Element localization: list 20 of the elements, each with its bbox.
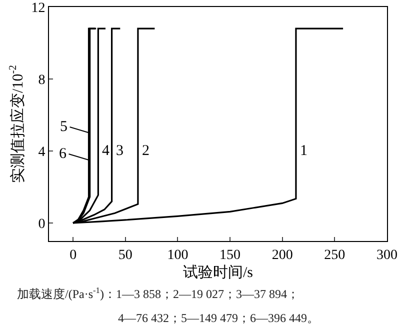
x-tick-label: 250 (324, 248, 346, 263)
x-tick-label: 0 (70, 248, 77, 263)
x-tick-label: 200 (272, 248, 293, 263)
annotation: 3 (116, 143, 124, 159)
annotation: 1 (300, 143, 308, 159)
x-tick-label: 300 (376, 248, 398, 263)
annotation: 4 (102, 143, 110, 159)
x-tick-label: 100 (167, 248, 188, 263)
annotation: 2 (142, 143, 150, 159)
y-tick-label: 0 (38, 216, 46, 232)
y-tick-label: 4 (38, 144, 46, 160)
x-tick-label: 150 (220, 248, 241, 263)
text: 加载速度/(Pa·s$^{-1}$)：1—3 858；2—19 027；3—37 894； (17, 286, 299, 302)
annotation: 5 (60, 119, 68, 135)
x-axis-title: 试验时间/s (182, 264, 254, 281)
annotation: 6 (59, 146, 67, 162)
text: 4—76 432；5—149 479；6—396 449。 (118, 311, 319, 325)
y-tick-label: 12 (31, 0, 46, 16)
x-tick-label: 50 (118, 248, 132, 263)
y-tick-label: 8 (38, 72, 46, 88)
